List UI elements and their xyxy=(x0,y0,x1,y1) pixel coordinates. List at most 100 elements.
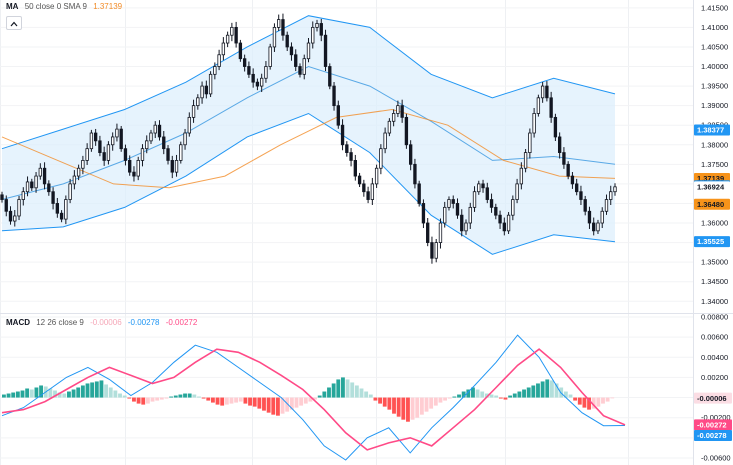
macd-histogram-bar xyxy=(243,397,248,404)
macd-histogram-bar xyxy=(159,397,164,400)
macd-histogram-bar xyxy=(382,397,387,407)
candle xyxy=(196,94,200,110)
candle xyxy=(183,128,187,150)
candle-body xyxy=(213,66,217,75)
candle-body xyxy=(187,116,191,134)
candle-body xyxy=(553,116,558,138)
collapse-legend-button[interactable] xyxy=(6,16,22,30)
candle-body xyxy=(55,203,60,214)
candle xyxy=(128,155,132,176)
candle xyxy=(81,155,85,175)
candle xyxy=(328,63,332,90)
macd-histogram-bar xyxy=(173,395,178,398)
candle xyxy=(234,21,238,48)
macd-histogram-bar xyxy=(229,397,234,404)
macd-histogram-bar xyxy=(118,393,122,398)
macd-histogram-bar xyxy=(322,391,327,398)
macd-histogram-bar xyxy=(498,397,503,399)
macd-histogram-bar xyxy=(257,397,262,409)
macd-histogram-bar xyxy=(294,397,299,408)
candle-body xyxy=(489,199,494,208)
macd-histogram-bar xyxy=(396,397,401,417)
macd-histogram-bar xyxy=(526,387,531,398)
candle xyxy=(102,146,106,166)
candle-body xyxy=(196,97,200,107)
price-tick-label: 1.39500 xyxy=(701,82,728,91)
macd-histogram-bar xyxy=(350,382,355,398)
candle xyxy=(174,154,179,177)
macd-histogram-bar xyxy=(90,382,95,398)
candle xyxy=(451,195,455,209)
candle-body xyxy=(391,113,396,122)
candle-body xyxy=(183,132,187,146)
candle-body xyxy=(396,105,400,114)
candle-body xyxy=(149,132,153,142)
candle-body xyxy=(30,181,34,189)
macd-histogram-bar xyxy=(563,391,568,398)
candle-body xyxy=(557,136,562,153)
macd-histogram-bar xyxy=(108,387,113,398)
candle-body xyxy=(528,132,532,153)
candle xyxy=(38,163,42,180)
candle xyxy=(464,219,468,235)
candle-body xyxy=(562,152,566,165)
macd-histogram-bar xyxy=(80,385,85,398)
candle xyxy=(345,141,349,157)
candle-body xyxy=(455,203,460,216)
macd-histogram-bar xyxy=(401,397,406,420)
candle-body xyxy=(315,23,319,28)
macd-histogram-bar xyxy=(568,394,573,398)
price-badge-text: 1.36480 xyxy=(697,200,724,209)
macd-histogram-bar xyxy=(461,391,466,398)
macd-histogram-bar xyxy=(503,397,508,400)
macd-badge xyxy=(694,392,732,404)
candle-body xyxy=(349,152,353,161)
price-tick-label: 1.38000 xyxy=(701,140,728,149)
macd-badge-text: -0.00006 xyxy=(697,394,727,403)
candle-body xyxy=(587,210,592,224)
macd-histogram-bar xyxy=(48,388,53,398)
candle-body xyxy=(64,199,68,220)
candle xyxy=(170,155,174,179)
macd-histogram-bar xyxy=(206,397,211,401)
candle xyxy=(213,62,217,80)
candle xyxy=(93,128,98,146)
candle xyxy=(460,209,464,237)
macd-histogram-bar xyxy=(354,385,359,398)
candle-body xyxy=(255,81,260,87)
candle xyxy=(149,129,153,144)
candle-body xyxy=(111,136,115,146)
macd-histogram-bar xyxy=(201,397,206,399)
candle-body xyxy=(302,58,306,75)
candle-body xyxy=(268,46,272,67)
candle xyxy=(447,196,451,211)
candle xyxy=(255,78,260,91)
candle xyxy=(357,172,362,188)
candle-body xyxy=(511,199,515,216)
candle-body xyxy=(8,210,13,222)
candle xyxy=(443,201,447,228)
candle xyxy=(59,210,64,223)
candle xyxy=(0,191,4,203)
candle-body xyxy=(485,187,489,200)
candle-body xyxy=(51,191,55,204)
candle-body xyxy=(421,203,426,224)
candle xyxy=(230,22,234,42)
macd-histogram-bar xyxy=(252,397,257,407)
candle-body xyxy=(464,222,468,232)
candle-body xyxy=(242,58,247,67)
candle-body xyxy=(434,242,438,259)
candle xyxy=(298,63,302,78)
macd-histogram-bar xyxy=(475,389,480,398)
macd-histogram-bar xyxy=(341,377,345,398)
candle xyxy=(494,203,498,220)
candle-body xyxy=(21,191,25,200)
candle-body xyxy=(221,42,226,56)
macd-histogram-bar xyxy=(224,397,229,405)
macd-tick-label: 0.00600 xyxy=(701,333,728,342)
candle xyxy=(208,71,213,98)
price-tick-label: 1.39000 xyxy=(701,101,728,110)
macd-histogram-bar xyxy=(6,393,11,398)
candle-body xyxy=(238,42,243,60)
